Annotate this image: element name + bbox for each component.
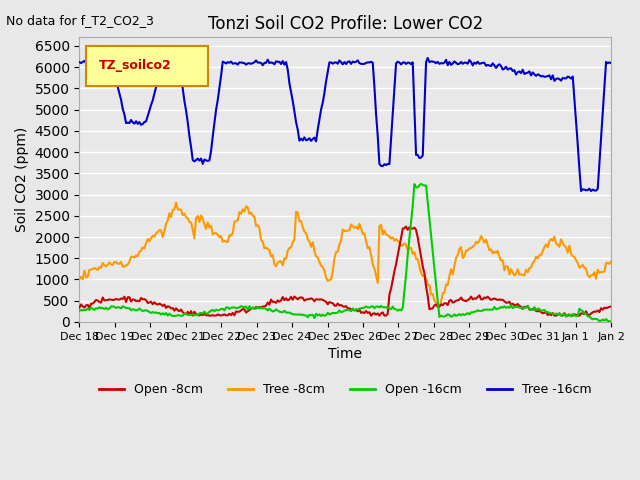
Y-axis label: Soil CO2 (ppm): Soil CO2 (ppm) [15, 127, 29, 232]
Legend: Open -8cm, Tree -8cm, Open -16cm, Tree -16cm: Open -8cm, Tree -8cm, Open -16cm, Tree -… [94, 378, 596, 401]
Text: TZ_soilco2: TZ_soilco2 [99, 59, 172, 72]
Title: Tonzi Soil CO2 Profile: Lower CO2: Tonzi Soil CO2 Profile: Lower CO2 [207, 15, 483, 33]
X-axis label: Time: Time [328, 347, 362, 361]
Text: No data for f_T2_CO2_3: No data for f_T2_CO2_3 [6, 14, 154, 27]
